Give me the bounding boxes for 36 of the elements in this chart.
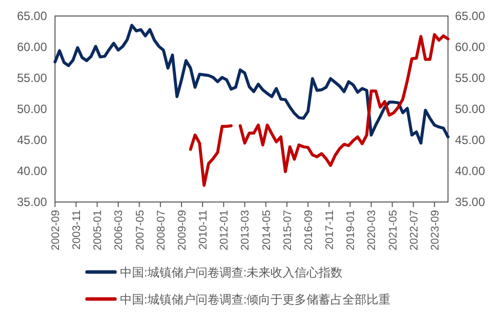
y2-tick-label: 60.00 — [455, 40, 486, 54]
x-tick-label: 2012-01 — [218, 210, 231, 250]
legend-label: 中国:城镇储户问卷调查:未来收入信心指数 — [120, 266, 343, 280]
x-tick-label: 2002-09 — [50, 210, 62, 250]
y2-tick-label: 35.00 — [455, 195, 486, 209]
x-tick-label: 2010-11 — [198, 210, 210, 250]
x-tick-label: 2015-07 — [282, 210, 294, 250]
x-tick-label: 2016-09 — [302, 210, 315, 250]
y-tick-label: 40.00 — [16, 164, 48, 178]
x-tick-label: 2019-01 — [345, 210, 358, 250]
y-tick-label: 50.00 — [16, 102, 48, 116]
y-tick-label: 65.00 — [16, 9, 48, 23]
y-tick-label: 55.00 — [16, 71, 48, 85]
x-tick-label: 2008-07 — [155, 210, 168, 250]
x-tick-label: 2005-01 — [92, 210, 104, 250]
line-series — [54, 24, 450, 145]
x-tick-label: 2009-09 — [176, 210, 188, 250]
y2-tick-label: 55.00 — [455, 71, 486, 85]
x-tick-label: 2014-05 — [260, 210, 273, 250]
y2-tick-label: 50.00 — [455, 102, 486, 116]
y2-tick-label: 45.00 — [455, 133, 486, 147]
x-tick-label: 2021-05 — [387, 210, 400, 250]
x-tick-label: 2017-11 — [324, 210, 336, 250]
y-tick-label: 60.00 — [16, 40, 48, 54]
x-tick-label: 2022-07 — [408, 210, 420, 250]
y-tick-label: 35.00 — [16, 195, 48, 209]
x-tick-label: 2023-09 — [429, 210, 442, 250]
x-tick-label: 2007-05 — [134, 210, 146, 250]
x-tick-label: 2003-11 — [71, 210, 84, 250]
x-tick-label: 2013-03 — [240, 210, 252, 250]
x-tick-label: 2020-03 — [366, 210, 378, 250]
y-tick-label: 45.00 — [16, 133, 48, 147]
y2-tick-label: 65.00 — [455, 9, 486, 23]
y2-tick-label: 40.00 — [455, 164, 486, 178]
x-tick-label: 2006-03 — [113, 210, 126, 250]
legend-label: 中国:城镇储户问卷调查:倾向于更多储蓄占全部比重 — [120, 292, 391, 306]
